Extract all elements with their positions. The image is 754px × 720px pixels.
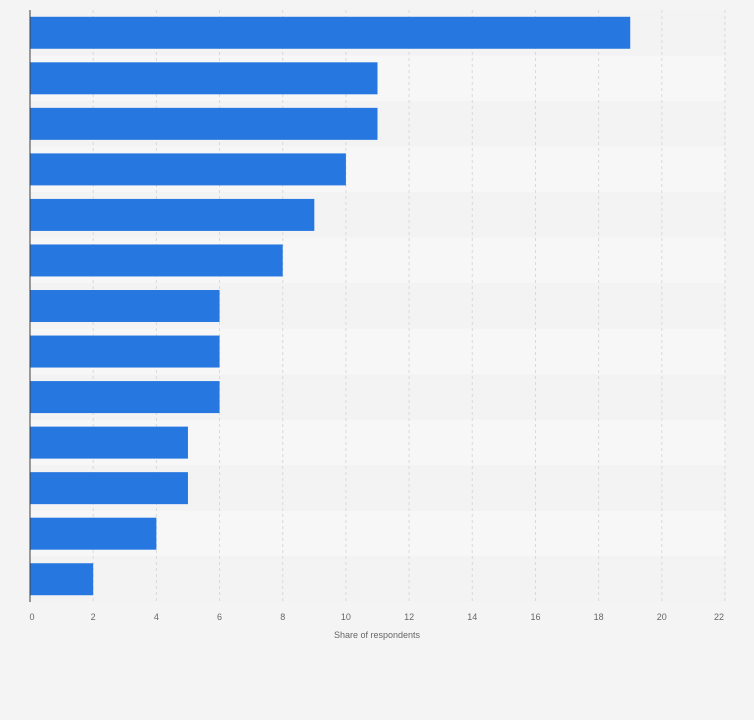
x-tick-label: 0: [29, 612, 34, 622]
bar: [30, 107, 378, 140]
bar: [30, 472, 188, 505]
x-tick-label: 6: [217, 612, 222, 622]
row-band: [30, 556, 725, 602]
x-tick-label: 18: [594, 612, 604, 622]
bar: [30, 153, 346, 186]
bar: [30, 244, 283, 277]
bar: [30, 517, 157, 550]
x-axis-label: Share of respondents: [334, 630, 421, 640]
x-tick-label: 22: [714, 612, 724, 622]
bar: [30, 198, 315, 231]
bar: [30, 62, 378, 95]
x-tick-label: 20: [657, 612, 667, 622]
bar: [30, 290, 220, 322]
x-tick-label: 10: [341, 612, 351, 622]
bar-series: [30, 16, 631, 596]
x-tick-label: 14: [467, 612, 477, 622]
bar: [30, 16, 631, 49]
x-axis-ticks: 0 2 4 6 8 10 12 14 16 18 20 22: [29, 612, 724, 622]
x-tick-label: 4: [154, 612, 159, 622]
x-tick-label: 2: [91, 612, 96, 622]
bar: [30, 563, 94, 596]
x-tick-label: 8: [280, 612, 285, 622]
x-tick-label: 16: [530, 612, 540, 622]
bar: [30, 381, 220, 414]
x-tick-label: 12: [404, 612, 414, 622]
bar: [30, 426, 188, 459]
bar: [30, 335, 220, 368]
